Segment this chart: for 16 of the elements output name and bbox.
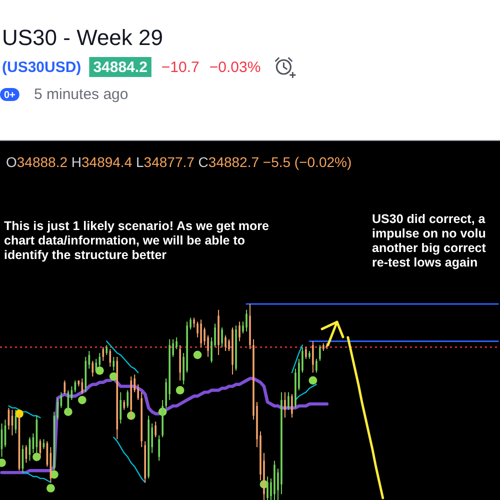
point — [193, 350, 202, 360]
text: O34888.2 H34894.4 L34877.7 C34882.7 −5.5 (−0.02%) — [6, 154, 352, 170]
text: This is just 1 likely scenario! As we get more chart data/information, we will be able to identify the structure better — [4, 219, 269, 262]
text: −0.03% — [209, 59, 261, 76]
chart-title: US30 - Week 29 — [2, 25, 164, 50]
point — [46, 484, 55, 492]
point — [32, 452, 41, 462]
text: (US30USD) — [2, 59, 82, 76]
point — [78, 396, 86, 404]
text: 34884.2 — [93, 59, 148, 76]
text: −10.7 — [161, 59, 200, 76]
point — [176, 386, 184, 394]
text: 5 minutes ago — [34, 86, 128, 103]
text: US30 did correct, a impulse on no volu another big correct re-test lows again — [372, 212, 487, 270]
point — [308, 376, 318, 385]
text: 0+ — [4, 90, 16, 101]
